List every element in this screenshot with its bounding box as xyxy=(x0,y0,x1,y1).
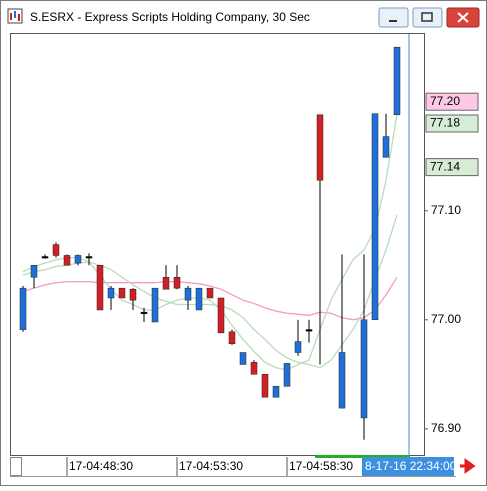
restore-button[interactable] xyxy=(412,7,443,28)
candle-body xyxy=(261,374,269,398)
candle-body xyxy=(294,341,302,353)
candle-body xyxy=(371,113,379,321)
price-marker-label: 77.14 xyxy=(430,159,460,173)
x-tick-label: 17-04:48:30 xyxy=(69,459,133,473)
y-tick-label: 76.90 xyxy=(431,421,461,435)
candle-body xyxy=(140,311,148,314)
close-button[interactable] xyxy=(446,7,480,28)
app-icon xyxy=(7,8,23,24)
price-marker xyxy=(425,158,479,177)
window-title: S.ESRX - Express Scripts Holding Company… xyxy=(30,10,310,24)
x-tick-label: 17-04:58:30 xyxy=(289,459,353,473)
candle-body xyxy=(316,114,324,181)
candle-body xyxy=(85,256,93,259)
candle-body xyxy=(129,289,137,301)
candle-body xyxy=(382,136,390,158)
candle-body xyxy=(283,363,291,387)
candle-body xyxy=(217,297,225,334)
scroll-box[interactable] xyxy=(10,457,22,476)
price-marker-label: 77.20 xyxy=(430,94,460,108)
scroll-right-arrow[interactable] xyxy=(460,458,476,474)
candle-body xyxy=(19,287,27,330)
candle-body xyxy=(52,244,60,256)
x-tick-label: 17-04:53:30 xyxy=(179,459,243,473)
y-tick-label: 77.00 xyxy=(431,312,461,326)
candle-body xyxy=(393,46,401,116)
moving-average-line xyxy=(22,214,398,369)
price-marker xyxy=(425,114,479,133)
candle-body xyxy=(360,319,368,419)
candle-body xyxy=(107,287,115,299)
candle-body xyxy=(96,265,104,311)
price-marker xyxy=(425,92,479,111)
y-tick-label: 77.10 xyxy=(431,203,461,217)
candle-body xyxy=(228,331,236,345)
candle-body xyxy=(30,265,38,278)
candle-body xyxy=(118,287,126,299)
minimize-button[interactable] xyxy=(378,7,409,28)
candle-body xyxy=(74,255,82,264)
moving-average-line xyxy=(22,114,398,371)
candle-body xyxy=(162,277,170,290)
price-marker-label: 77.18 xyxy=(430,116,460,130)
candle-body xyxy=(206,287,214,299)
candle-body xyxy=(338,352,346,409)
candle-body xyxy=(250,362,258,375)
candle-body xyxy=(63,255,71,266)
plot-area xyxy=(10,33,425,456)
candle-body xyxy=(272,386,280,398)
candle-body xyxy=(173,277,181,289)
moving-average-line xyxy=(22,276,398,321)
candle-body xyxy=(239,352,247,365)
cursor-time-box xyxy=(362,457,454,476)
cursor-time-label: 8-17-16 22:34:00 xyxy=(365,459,457,473)
candle-body xyxy=(305,329,313,332)
candle-body xyxy=(151,287,159,323)
candle-body xyxy=(41,256,49,259)
candle-body xyxy=(195,287,203,311)
candle-body xyxy=(184,287,192,301)
session-bar xyxy=(315,455,410,458)
